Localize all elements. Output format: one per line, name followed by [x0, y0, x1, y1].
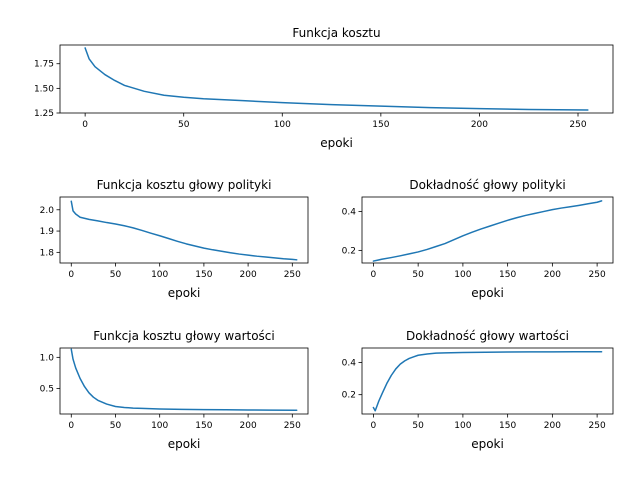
x-tick-label: 200: [544, 270, 561, 280]
y-tick-label: 0.2: [342, 246, 356, 256]
series-line: [372, 350, 603, 412]
series-line: [70, 200, 298, 261]
series-line: [372, 200, 603, 262]
x-tick-label: 200: [471, 120, 488, 130]
x-tick-label: 50: [178, 120, 190, 130]
x-tick-label: 250: [569, 120, 586, 130]
y-tick-label: 0.4: [342, 358, 357, 368]
chart-panel-value-accuracy: 0 50 100 150 200 250 0.2 0.4 Dokładność głowy wa…: [342, 329, 614, 451]
x-tick-label: 0: [68, 421, 74, 431]
y-tick-label: 0.5: [40, 384, 54, 394]
x-tick-label: 100: [454, 270, 471, 280]
x-tick-label: 250: [589, 421, 606, 431]
x-tick-label: 150: [499, 421, 516, 431]
x-tick-label: 200: [240, 270, 257, 280]
x-tick-label: 0: [68, 270, 74, 280]
x-tick-label: 250: [284, 270, 301, 280]
x-tick-label: 0: [82, 120, 88, 130]
x-tick-label: 50: [110, 270, 122, 280]
x-tick-label: 250: [284, 421, 301, 431]
axes-frame: [59, 44, 614, 114]
y-tick-label: 0.4: [342, 208, 357, 218]
x-tick-label: 250: [589, 270, 606, 280]
x-axis-label: epoki: [320, 136, 353, 150]
x-axis-label: epoki: [471, 286, 504, 300]
axes-frame: [361, 196, 614, 264]
x-axis-label: epoki: [168, 286, 201, 300]
x-tick-label: 150: [195, 270, 212, 280]
y-tick-label: 0.2: [342, 391, 356, 401]
x-tick-label: 100: [454, 421, 471, 431]
y-tick-label: 1.0: [40, 353, 55, 363]
x-tick-label: 50: [412, 421, 424, 431]
x-tick-label: 100: [151, 270, 168, 280]
chart-title: Funkcja kosztu: [292, 26, 380, 40]
y-tick-label: 2.0: [40, 206, 55, 216]
chart-panel-policy-cost: 0 50 100 150 200 250 1.8 1.9 2.0 Funkcja kosztu g…: [40, 178, 309, 300]
series-line: [84, 47, 589, 111]
chart-title: Dokładność głowy wartości: [406, 329, 569, 343]
chart-title: Funkcja kosztu głowy wartości: [93, 329, 274, 343]
axes-frame: [59, 347, 309, 415]
y-tick-label: 1.25: [34, 109, 54, 119]
chart-title: Funkcja kosztu głowy polityki: [97, 178, 272, 192]
x-tick-label: 200: [544, 421, 561, 431]
x-tick-label: 50: [412, 270, 424, 280]
y-tick-label: 1.50: [34, 84, 54, 94]
x-tick-label: 100: [151, 421, 168, 431]
y-tick-label: 1.75: [34, 60, 54, 70]
x-tick-label: 0: [371, 270, 377, 280]
chart-panel-policy-accuracy: 0 50 100 150 200 250 0.2 0.4 Dokładność głowy po…: [342, 178, 614, 300]
chart-panel-value-cost: 0 50 100 150 200 250 0.5 1.0 Funkcja kosztu głow…: [40, 329, 309, 451]
y-tick-label: 1.9: [40, 227, 55, 237]
x-tick-label: 150: [499, 270, 516, 280]
chart-title: Dokładność głowy polityki: [409, 178, 565, 192]
x-tick-label: 150: [372, 120, 389, 130]
x-axis-label: epoki: [168, 437, 201, 451]
y-tick-label: 1.8: [40, 248, 55, 258]
axes-frame: [59, 196, 309, 264]
axes-frame: [361, 347, 614, 415]
series-line: [70, 348, 298, 412]
x-tick-label: 150: [195, 421, 212, 431]
chart-panel-cost: 0 50 100 150 200 250 1.25 1.50 1.75 Funkcja koszt…: [34, 26, 614, 150]
x-tick-label: 200: [240, 421, 257, 431]
x-tick-label: 50: [110, 421, 122, 431]
x-axis-label: epoki: [471, 437, 504, 451]
x-tick-label: 100: [274, 120, 291, 130]
x-tick-label: 0: [371, 421, 377, 431]
